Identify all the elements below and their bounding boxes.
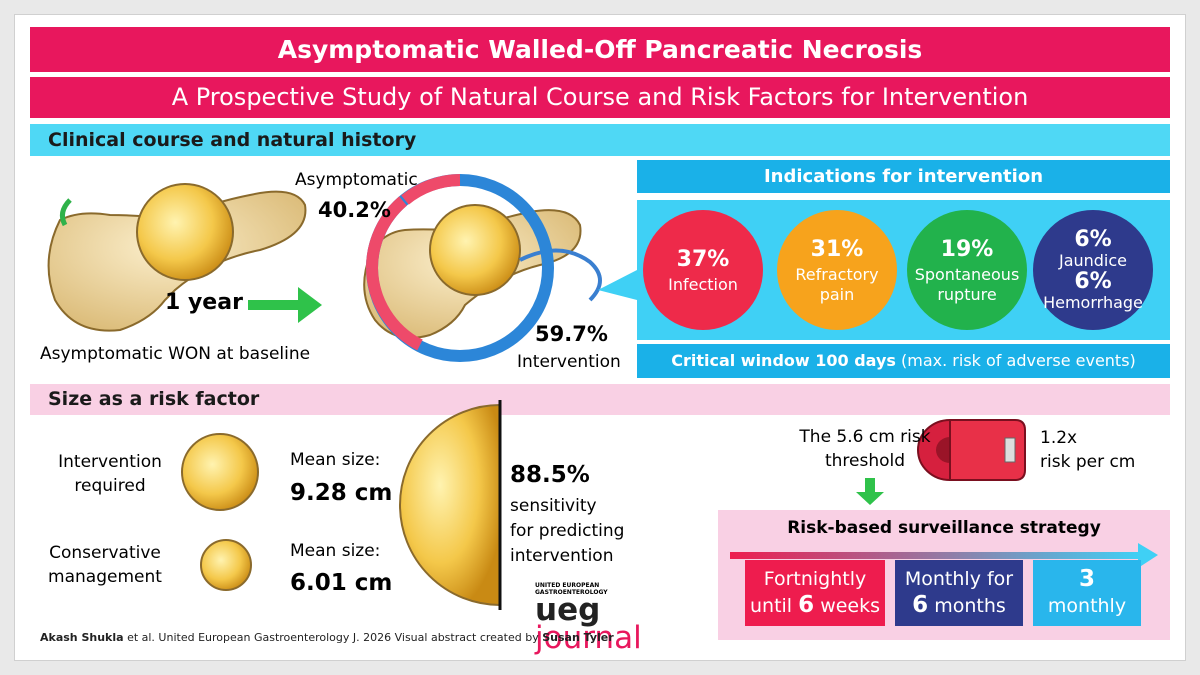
size-label: Mean size: [290, 450, 381, 470]
intervention-label: Intervention [517, 352, 621, 372]
author: Akash Shukla [40, 631, 124, 644]
won-small [200, 539, 252, 591]
timeline-head [1138, 543, 1158, 568]
step: 3 monthly [1033, 560, 1141, 626]
size-heading: Size as a risk factor [30, 384, 430, 415]
asymptomatic-percent: 40.2% [318, 198, 391, 222]
subtitle: A Prospective Study of Natural Course an… [171, 83, 1029, 111]
heading-text: Size as a risk factor [48, 388, 260, 410]
step: Monthly for 6 months [895, 560, 1023, 626]
window-bold: Critical window 100 days [671, 351, 896, 370]
timeline [730, 552, 1140, 559]
line: intervention [510, 546, 614, 566]
percent: 6% [1074, 269, 1112, 294]
title: Asymptomatic Walled-Off Pancreatic Necro… [277, 35, 923, 64]
size-label: Mean size: [290, 541, 381, 561]
percent: 6% [1074, 227, 1112, 252]
label: Infection [668, 275, 738, 294]
group-label: Intervention required [58, 452, 162, 496]
line: sensitivity [510, 496, 597, 516]
percent: 31% [810, 237, 864, 262]
step-post: months [934, 595, 1006, 617]
risk-ratio: 1.2x [1040, 428, 1078, 448]
percent: 37% [676, 247, 730, 272]
indication: 37% Infection [643, 210, 763, 330]
label: Refractory pain [795, 265, 879, 304]
duration: 1 year [165, 290, 243, 315]
size-value: 9.28 cm [290, 480, 393, 506]
logo: UNITED EUROPEAN GASTROENTEROLOGY ueg jou… [535, 582, 705, 654]
window-note: (max. risk of adverse events) [901, 351, 1136, 370]
baseline-label: Asymptomatic WON at baseline [40, 344, 311, 364]
label: Spontaneous rupture [914, 265, 1020, 304]
step-pre: until [749, 595, 793, 617]
percent: 19% [940, 237, 994, 262]
logo-small: UNITED EUROPEAN GASTROENTEROLOGY [535, 582, 608, 596]
indication: 6% Jaundice 6% Hemorrhage [1033, 210, 1153, 330]
tape-measure [917, 419, 1026, 481]
arrow [248, 287, 322, 323]
risk-unit: risk per cm [1040, 452, 1136, 472]
indication: 19% Spontaneous rupture [907, 210, 1027, 330]
citation: et al. United European Gastroenterology … [127, 631, 539, 644]
indications-heading: Indications for intervention [763, 166, 1044, 187]
logo-journal: journal [535, 620, 642, 656]
label: Hemorrhage [1043, 293, 1143, 312]
illustrator: Susan Tyler [542, 631, 614, 644]
critical-window: Critical window 100 days (max. risk of a… [637, 344, 1170, 378]
surveillance-heading: Risk-based surveillance strategy [787, 518, 1101, 538]
section-heading: Clinical course and natural history [30, 124, 1170, 156]
footer: Akash Shukla et al. United European Gast… [40, 631, 614, 644]
arrow-down [856, 478, 884, 505]
window-bar [637, 344, 1170, 378]
line: for predicting [510, 521, 625, 541]
step-top: Fortnightly [763, 568, 867, 590]
threshold: The 5.6 cm risk threshold [799, 427, 931, 471]
group-label: Conservative management [48, 543, 162, 587]
step-post: weeks [820, 595, 881, 617]
size-heading-bar [30, 384, 1170, 415]
heading-text: Clinical course and natural history [48, 129, 417, 151]
step: Fortnightly until 6 weeks [745, 560, 885, 626]
panel-header [637, 160, 1170, 193]
subtitle-bar: A Prospective Study of Natural Course an… [30, 77, 1170, 118]
won-large [181, 433, 259, 511]
sensitivity-percent: 88.5% [510, 462, 590, 488]
logo-ueg: ueg [535, 592, 601, 628]
pancreas-followup [363, 174, 602, 362]
sensitivity-text: sensitivity for predicting intervention [510, 494, 624, 569]
won-half [399, 403, 501, 607]
title-bar: Asymptomatic Walled-Off Pancreatic Necro… [30, 27, 1170, 72]
pancreas-baseline [47, 183, 307, 332]
size-value: 6.01 cm [290, 570, 393, 596]
intervention-percent: 59.7% [535, 322, 608, 346]
step-post: monthly [1047, 595, 1127, 617]
step-top: Monthly for [904, 568, 1014, 590]
step-bold: 6 [912, 592, 929, 618]
label: Jaundice [1058, 251, 1128, 270]
step-bold: 6 [798, 592, 815, 618]
step-top: 3 [1078, 566, 1095, 592]
indication: 31% Refractory pain [777, 210, 897, 330]
asymptomatic-label: Asymptomatic [295, 170, 418, 190]
